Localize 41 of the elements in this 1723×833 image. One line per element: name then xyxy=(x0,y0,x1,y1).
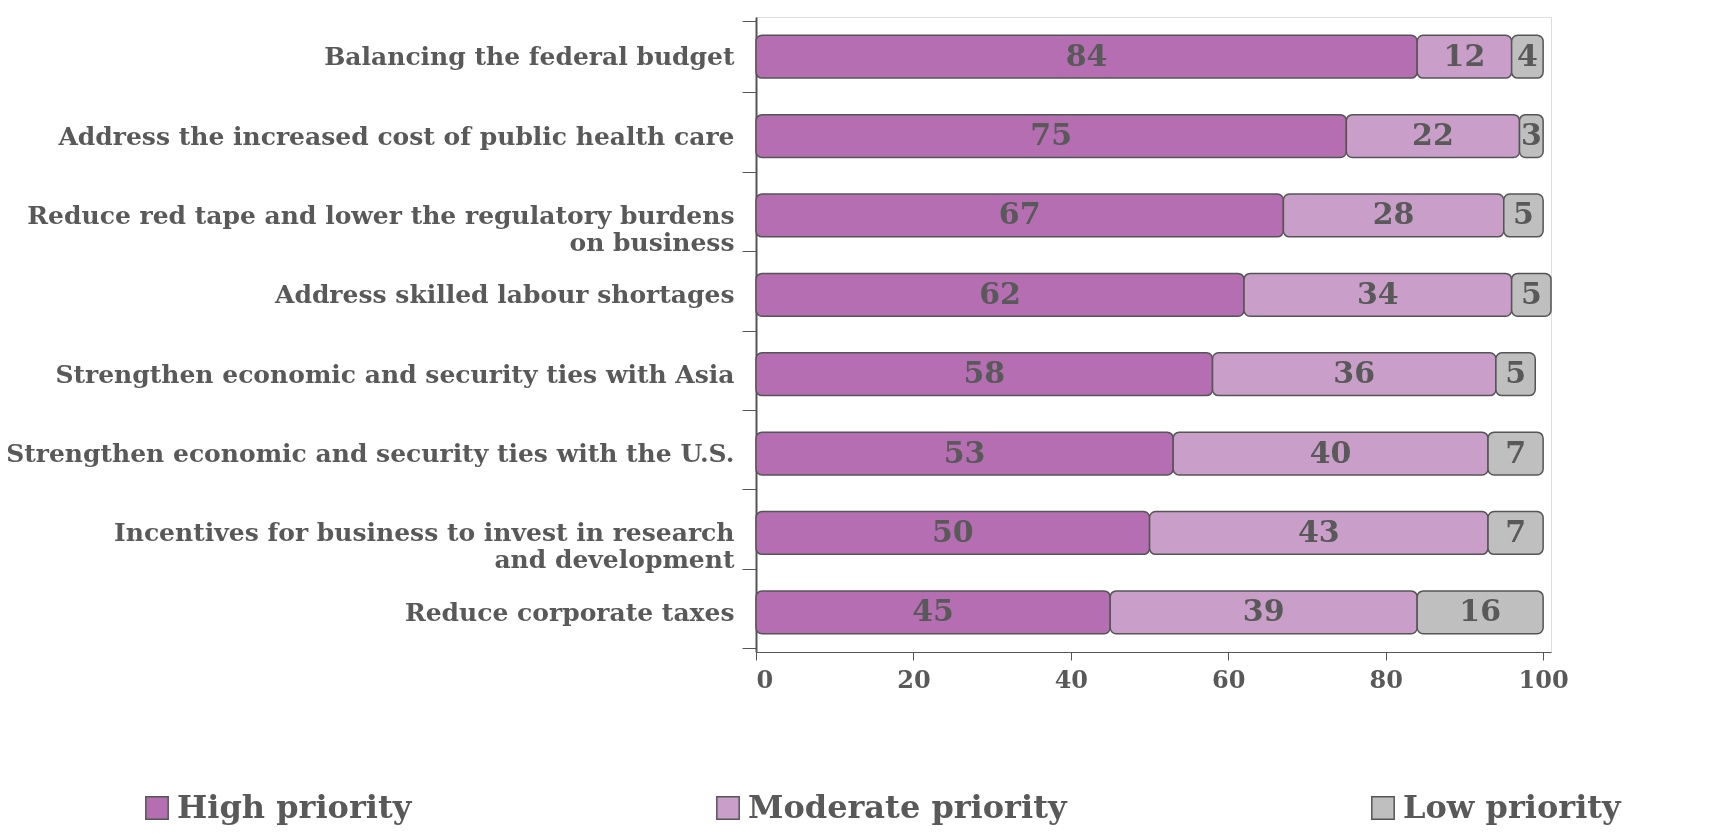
y-tick-label: Strengthen economic and security ties with Asia xyxy=(55,359,735,389)
y-tick-label: Balancing the federal budget xyxy=(324,42,735,72)
legend-label: Low priority xyxy=(1403,788,1623,826)
data-label: 53 xyxy=(943,434,986,470)
legend-label: High priority xyxy=(177,788,413,826)
data-label: 28 xyxy=(1372,196,1415,232)
data-label: 3 xyxy=(1520,117,1542,153)
y-tick-label: Reduce red tape and lower the regulatory burdens on business xyxy=(27,200,735,257)
data-label: 62 xyxy=(979,275,1021,311)
data-label: 4 xyxy=(1516,37,1538,73)
data-label: 5 xyxy=(1520,275,1542,311)
y-tick-label: Strengthen economic and security ties with the U.S. xyxy=(6,439,735,469)
x-tick-label: 60 xyxy=(1212,664,1246,694)
data-label: 34 xyxy=(1356,275,1399,311)
x-tick-label: 100 xyxy=(1518,664,1569,694)
data-label: 45 xyxy=(912,593,954,629)
y-tick-label: Reduce corporate taxes xyxy=(404,597,735,627)
y-tick-label: Incentives for business to invest in research and development xyxy=(114,518,735,575)
y-tick-label: Address skilled labour shortages xyxy=(274,280,735,310)
data-label: 40 xyxy=(1309,434,1352,470)
data-label: 67 xyxy=(998,196,1041,232)
data-label: 75 xyxy=(1030,117,1073,153)
data-label: 16 xyxy=(1459,593,1502,629)
data-label: 84 xyxy=(1065,37,1108,73)
data-label: 5 xyxy=(1513,196,1534,232)
data-label: 39 xyxy=(1242,593,1285,629)
data-label: 7 xyxy=(1505,513,1527,549)
data-label: 58 xyxy=(963,355,1006,391)
data-label: 36 xyxy=(1333,355,1376,391)
data-label: 22 xyxy=(1412,117,1454,153)
data-label: 5 xyxy=(1505,355,1527,391)
data-label: 12 xyxy=(1443,37,1486,73)
x-tick-label: 40 xyxy=(1054,664,1089,694)
data-label: 43 xyxy=(1297,513,1340,549)
legend-label: Moderate priority xyxy=(748,788,1068,826)
x-tick-label: 80 xyxy=(1369,664,1403,694)
x-tick-label: 0 xyxy=(756,664,774,694)
x-tick-label: 20 xyxy=(897,664,931,694)
data-label: 7 xyxy=(1505,434,1527,470)
y-tick-label: Address the increased cost of public health care xyxy=(57,121,735,151)
data-label: 50 xyxy=(931,513,974,549)
